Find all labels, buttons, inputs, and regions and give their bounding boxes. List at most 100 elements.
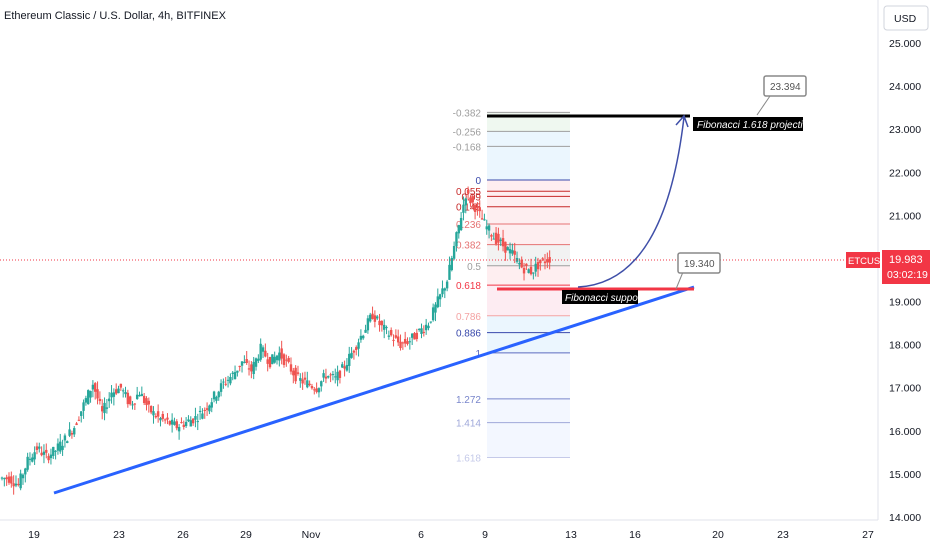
candle-body	[203, 410, 206, 412]
candle-body	[89, 390, 92, 398]
candle-body	[515, 257, 519, 262]
candle-body	[238, 365, 241, 368]
candle-body	[534, 263, 537, 272]
candle-body	[70, 433, 74, 435]
candle-body	[66, 441, 69, 444]
candle-body	[112, 392, 116, 397]
candle-body	[483, 219, 486, 221]
candle-body	[245, 359, 248, 363]
candle-body	[443, 288, 446, 291]
candle-body	[264, 350, 267, 357]
candle-body	[91, 384, 95, 390]
candle-body	[525, 263, 528, 266]
candle-body	[334, 376, 337, 378]
candle-body	[208, 405, 211, 412]
fib-level-label: 0.145	[456, 203, 481, 214]
candle-body	[350, 352, 353, 358]
candle-body	[180, 422, 183, 424]
fib-level-label: 0.5	[467, 262, 481, 273]
candle-body	[289, 364, 293, 372]
fib-level-label: 0.886	[456, 329, 481, 340]
candle-body	[119, 383, 123, 388]
currency-button[interactable]	[883, 5, 929, 31]
y-tick-label: 17.000	[889, 383, 921, 395]
candle-body	[403, 338, 407, 344]
x-tick-label: 6	[418, 529, 424, 541]
candle-body	[499, 239, 502, 241]
symbol-badge	[846, 252, 880, 268]
candle-body	[133, 403, 137, 405]
candle-body	[82, 402, 85, 411]
candle-body	[252, 361, 255, 375]
candle-body	[457, 225, 460, 234]
candle-body	[31, 457, 34, 462]
candle-body	[445, 281, 449, 289]
candle-body	[373, 315, 377, 322]
candle-body	[504, 241, 507, 253]
candle-body	[306, 380, 309, 388]
candle-body	[26, 456, 29, 470]
time-axis[interactable]: 19 23 26 29 Nov 6 9 13 16 20 23 27	[28, 529, 874, 541]
candle-body	[108, 398, 111, 402]
fib-zone	[487, 131, 570, 147]
candle-body	[371, 313, 374, 319]
candle-body	[396, 336, 400, 343]
candle-body	[490, 235, 493, 237]
candle-body	[331, 374, 335, 376]
candle-body	[217, 391, 220, 398]
fib-zone	[487, 206, 570, 224]
candle-body	[45, 449, 48, 453]
candle-body	[476, 206, 479, 208]
candle-body	[14, 483, 18, 486]
candle-body	[494, 232, 498, 244]
candle-body	[464, 198, 467, 206]
support-callout[interactable]	[677, 252, 721, 274]
candle-body	[541, 258, 544, 260]
projection-curve[interactable]	[577, 116, 685, 288]
support-callout-text: 19.340	[684, 259, 715, 270]
candle-body	[105, 407, 109, 409]
candle-body	[170, 419, 174, 425]
candle-body	[42, 451, 46, 455]
candle-body	[376, 316, 379, 319]
candle-body	[424, 324, 428, 331]
candle-body	[5, 477, 8, 480]
candle-body	[327, 376, 330, 378]
candle-body	[273, 356, 276, 363]
x-tick-label: 27	[862, 529, 874, 541]
y-tick-label: 23.000	[889, 124, 921, 136]
candle-body	[233, 372, 237, 380]
candle-body	[77, 419, 81, 421]
candle-body	[73, 428, 76, 435]
fib-zone	[487, 180, 570, 192]
candle-body	[247, 368, 251, 370]
support-trendline[interactable]	[53, 285, 695, 495]
candle-body	[110, 392, 113, 398]
candle-body	[401, 342, 405, 344]
candle-body	[487, 225, 491, 231]
x-tick-label: Nov	[302, 529, 321, 541]
y-tick-label: 15.000	[889, 469, 921, 481]
candle-body	[210, 402, 213, 408]
candle-body	[280, 348, 283, 359]
x-tick-label: 23	[777, 529, 789, 541]
candle-body	[532, 272, 535, 274]
candle-body	[40, 452, 43, 456]
target-callout[interactable]	[763, 75, 807, 97]
support-label-bg	[562, 290, 638, 304]
candle-body	[121, 390, 125, 392]
candle-body	[257, 358, 260, 362]
candle-body	[114, 389, 118, 394]
candle-body	[135, 394, 139, 399]
candles	[0, 186, 551, 495]
candle-body	[47, 456, 50, 461]
candle-body	[399, 341, 402, 349]
candle-body	[320, 381, 323, 387]
candle-body	[96, 389, 99, 399]
candle-body	[313, 389, 316, 391]
x-tick-label: 26	[177, 529, 189, 541]
candle-body	[436, 296, 440, 308]
candle-body	[131, 404, 134, 406]
candle-body	[187, 419, 190, 422]
